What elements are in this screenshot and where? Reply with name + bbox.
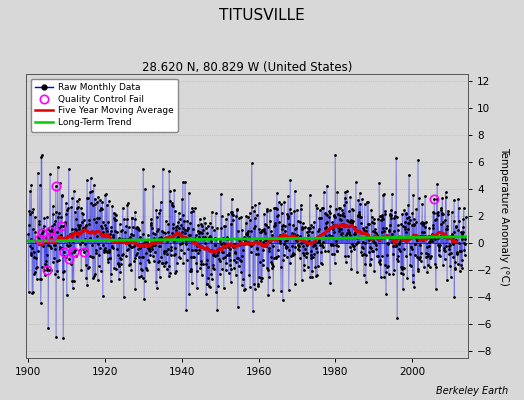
Title: 28.620 N, 80.829 W (United States): 28.620 N, 80.829 W (United States) — [142, 61, 352, 74]
Text: TITUSVILLE: TITUSVILLE — [219, 8, 305, 23]
Y-axis label: Temperature Anomaly (°C): Temperature Anomaly (°C) — [499, 146, 509, 286]
Legend: Raw Monthly Data, Quality Control Fail, Five Year Moving Average, Long-Term Tren: Raw Monthly Data, Quality Control Fail, … — [31, 78, 178, 132]
Text: Berkeley Earth: Berkeley Earth — [436, 386, 508, 396]
